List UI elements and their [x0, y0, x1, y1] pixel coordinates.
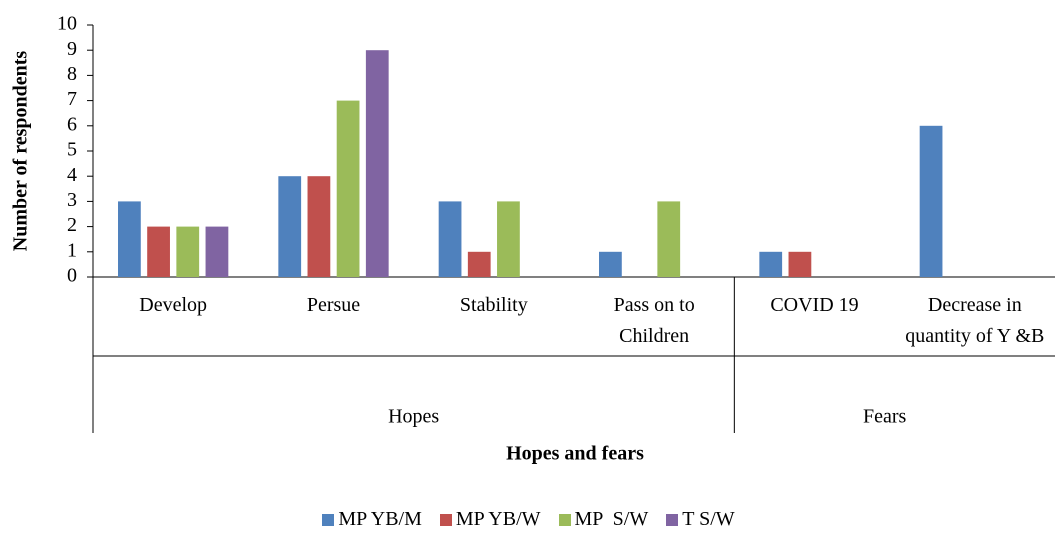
y-tick-label: 0 — [67, 265, 77, 287]
legend-swatch — [322, 513, 335, 526]
bar — [919, 125, 943, 277]
bar — [467, 251, 491, 277]
x-tick-label: Decrease in quantity of Y &B — [905, 294, 1045, 347]
legend-item: T S/W — [666, 508, 735, 531]
bar — [365, 50, 389, 278]
bar — [307, 176, 331, 277]
bar — [497, 201, 520, 277]
bar — [336, 100, 360, 277]
x-tick-label: Persue — [306, 294, 361, 316]
y-axis-title: Number of respondents — [10, 51, 32, 252]
group-label: Hopes — [388, 406, 439, 428]
legend-swatch — [439, 513, 452, 526]
bar — [599, 251, 622, 277]
y-tick-label: 1 — [67, 239, 77, 261]
bar — [759, 251, 783, 277]
x-tick-label: Pass on to Children — [613, 294, 700, 347]
legend-item: MP S/W — [558, 508, 649, 531]
bar — [278, 176, 302, 277]
bar — [657, 201, 681, 277]
y-tick-label: 2 — [67, 214, 77, 236]
y-tick-label: 8 — [67, 63, 77, 85]
bar — [788, 251, 812, 277]
bar — [205, 226, 229, 277]
y-tick-label: 6 — [67, 113, 77, 135]
bar — [118, 201, 141, 277]
y-tick-label: 10 — [57, 13, 77, 35]
y-tick-label: 3 — [67, 189, 77, 211]
legend-label: MP YB/M — [338, 508, 422, 530]
x-tick-label: Develop — [139, 294, 208, 316]
y-tick-label: 7 — [67, 88, 77, 110]
legend-swatch — [558, 513, 571, 526]
legend-label: MP S/W — [574, 508, 649, 530]
bar — [176, 226, 200, 277]
legend-label: MP YB/W — [455, 508, 541, 530]
legend-swatch — [666, 513, 679, 526]
y-tick-label: 9 — [67, 38, 77, 60]
legend-label: T S/W — [682, 508, 735, 530]
x-axis-title: Hopes and fears — [506, 443, 644, 465]
bar — [438, 201, 462, 277]
x-tick-label: COVID 19 — [770, 294, 859, 316]
y-tick-label: 4 — [67, 164, 77, 186]
bar — [147, 226, 170, 277]
legend: MP YB/M MP YB/W MP S/W T S/W — [0, 508, 1057, 531]
x-tick-label: Stability — [459, 294, 528, 316]
y-tick-label: 5 — [67, 139, 77, 161]
legend-item: MP YB/W — [439, 508, 541, 531]
legend-item: MP YB/M — [322, 508, 422, 531]
group-label: Fears — [863, 406, 907, 428]
